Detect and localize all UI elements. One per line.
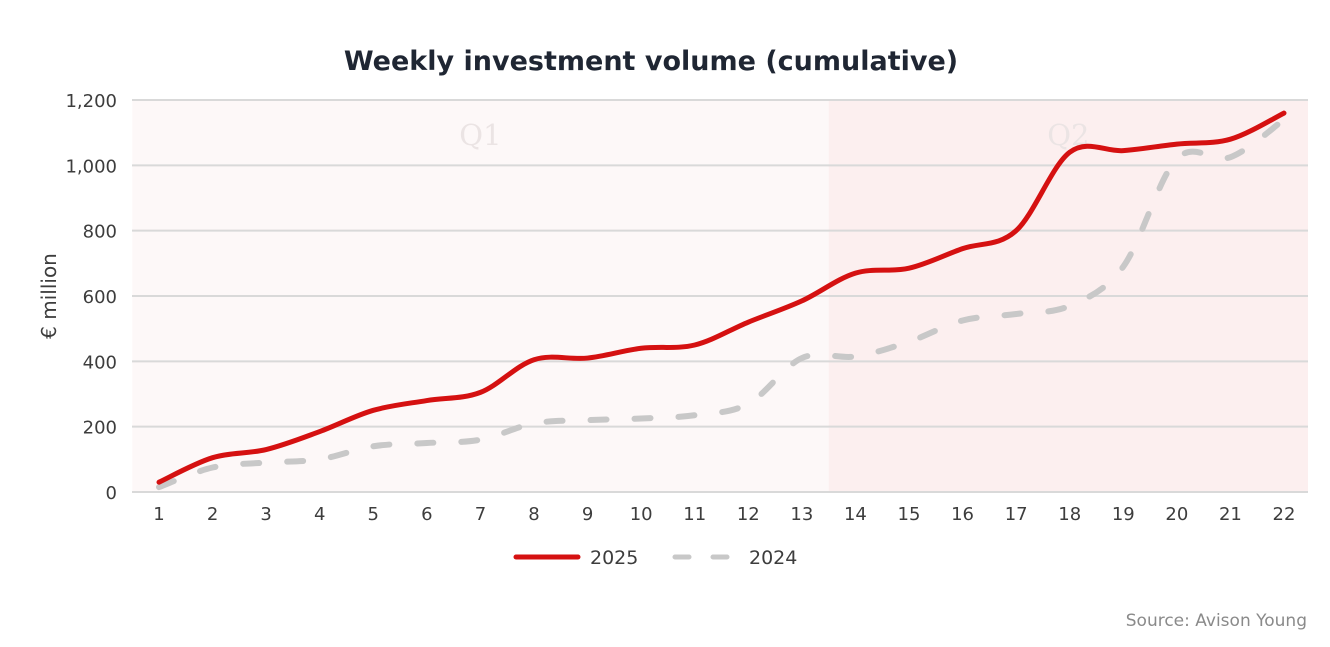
y-tick-label: 400: [83, 352, 117, 373]
x-tick-label: 2: [207, 504, 218, 525]
x-tick-label: 4: [314, 504, 325, 525]
x-tick-label: 10: [630, 504, 653, 525]
y-tick-label: 0: [106, 483, 117, 504]
series-lines: [156, 110, 1287, 491]
x-tick-label: 19: [1112, 504, 1135, 525]
gridlines: [132, 99, 1308, 493]
series-line-2024: [156, 116, 1287, 491]
y-tick-label: 800: [83, 222, 117, 243]
x-tick-label: 15: [898, 504, 921, 525]
x-tick-label: 16: [951, 504, 974, 525]
x-tick-label: 1: [153, 504, 164, 525]
x-tick-label: 8: [528, 504, 539, 525]
x-tick-label: 13: [790, 504, 813, 525]
legend-item-2024[interactable]: 2024: [672, 547, 797, 569]
x-tick-label: 17: [1005, 504, 1028, 525]
x-tick-label: 21: [1219, 504, 1242, 525]
quarter-band-labels: Q1 Q2: [459, 118, 1089, 152]
x-tick-label: 12: [737, 504, 760, 525]
x-tick-label: 20: [1165, 504, 1188, 525]
x-tick-label: 3: [260, 504, 271, 525]
x-tick-label: 11: [683, 504, 706, 525]
legend-label-2025: 2025: [590, 547, 638, 569]
series-line-2025: [156, 110, 1287, 485]
chart-title: Weekly investment volume (cumulative): [344, 46, 958, 77]
y-tick-label: 600: [83, 287, 117, 308]
y-tick-label: 1,000: [65, 156, 117, 177]
y-axis-ticks: 0 200 400 600 800 1,000 1,200: [65, 91, 117, 504]
x-axis-ticks: 1 2 3 4 5 6 7 8 9 10 11 12 13 14 15 16 17 18 19 20 21 22: [153, 504, 1295, 525]
y-axis-label: € million: [37, 253, 61, 339]
legend-item-2025[interactable]: 2025: [513, 547, 638, 569]
x-tick-label: 9: [582, 504, 593, 525]
y-tick-label: 200: [83, 418, 117, 439]
band-label-q1: Q1: [459, 118, 501, 152]
x-tick-label: 5: [368, 504, 379, 525]
x-tick-label: 22: [1273, 504, 1296, 525]
x-tick-label: 18: [1058, 504, 1081, 525]
x-tick-label: 7: [475, 504, 486, 525]
legend: 2025 2024: [513, 547, 797, 569]
legend-label-2024: 2024: [749, 547, 797, 569]
x-tick-label: 6: [421, 504, 432, 525]
source-note: Source: Avison Young: [1126, 611, 1307, 631]
y-tick-label: 1,200: [65, 91, 117, 112]
x-tick-label: 14: [844, 504, 867, 525]
